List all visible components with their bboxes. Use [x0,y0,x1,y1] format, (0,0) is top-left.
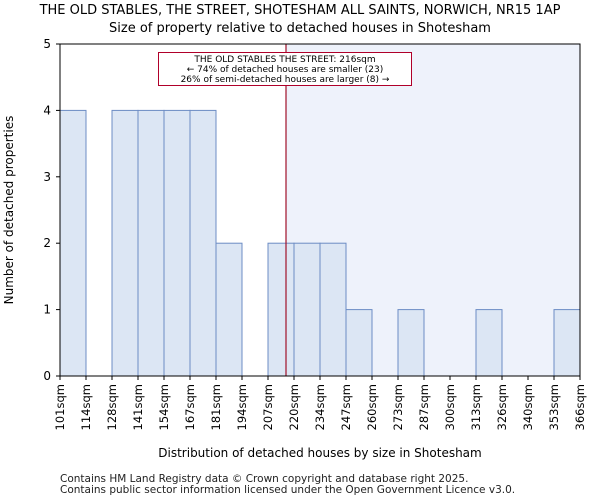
x-tick-label-300sqm: 300sqm [443,384,457,430]
x-tick-label-273sqm: 273sqm [391,384,405,430]
x-tick-label-353sqm: 353sqm [547,384,561,430]
bar-220sqm [293,242,321,377]
y-tick-label: 0 [43,369,51,383]
y-tick-label: 2 [43,236,51,250]
chart-title: THE OLD STABLES, THE STREET, SHOTESHAM A… [39,3,561,18]
x-tick-label-194sqm: 194sqm [235,384,249,430]
x-tick-label-234sqm: 234sqm [313,384,327,430]
x-tick-label-287sqm: 287sqm [417,384,431,430]
x-tick-label-247sqm: 247sqm [339,384,353,430]
bar-247sqm [345,309,373,377]
bar-234sqm [319,242,347,377]
x-tick-label-340sqm: 340sqm [521,384,535,430]
annotation-line-1: THE OLD STABLES THE STREET: 216sqm [194,55,376,65]
y-tick-label: 4 [43,103,51,117]
bar-101sqm [59,109,87,377]
bar-141sqm [137,109,165,377]
x-tick-label-326sqm: 326sqm [495,384,509,430]
bar-353sqm [553,309,581,377]
x-tick-label-260sqm: 260sqm [365,384,379,430]
x-tick-label-114sqm: 114sqm [79,384,93,430]
x-axis-label: Distribution of detached houses by size … [158,446,481,460]
bar-128sqm [111,109,139,377]
y-tick-label: 3 [43,170,51,184]
bar-313sqm [475,309,503,377]
x-ticks-group: 101sqm 114sqm 128sqm 141sqm 154sqm 167sqm 181s… [53,376,587,430]
bar-273sqm [397,309,425,377]
bars-group [59,109,581,377]
x-tick-label-220sqm: 220sqm [287,384,301,430]
x-tick-label-313sqm: 313sqm [469,384,483,430]
annotation-line-3: 26% of semi-detached houses are larger (… [180,75,390,85]
bar-167sqm [189,109,217,377]
bar-207sqm [267,242,295,377]
y-tick-label: 5 [43,37,51,51]
x-tick-label-366sqm: 366sqm [573,384,587,430]
y-axis-label: Number of detached properties [2,116,16,305]
footer-line-2: Contains public sector information licen… [60,484,516,496]
x-tick-label-181sqm: 181sqm [209,384,223,430]
annotation-line-2: ← 74% of detached houses are smaller (23… [186,65,384,75]
x-tick-label-167sqm: 167sqm [183,384,197,430]
bar-181sqm [215,242,243,377]
x-tick-label-128sqm: 128sqm [105,384,119,430]
x-tick-label-207sqm: 207sqm [261,384,275,430]
bar-154sqm [163,109,191,377]
x-tick-label-154sqm: 154sqm [157,384,171,430]
annotation-box: THE OLD STABLES THE STREET: 216sqm ← 74%… [158,52,412,86]
x-tick-label-141sqm: 141sqm [131,384,145,430]
y-tick-label: 1 [43,303,51,317]
x-tick-label-101sqm: 101sqm [53,384,67,430]
footer-line-1: Contains HM Land Registry data © Crown c… [60,473,469,485]
y-ticks-group: 0 1 2 3 4 5 [43,37,60,383]
chart-subtitle: Size of property relative to detached ho… [109,21,491,36]
